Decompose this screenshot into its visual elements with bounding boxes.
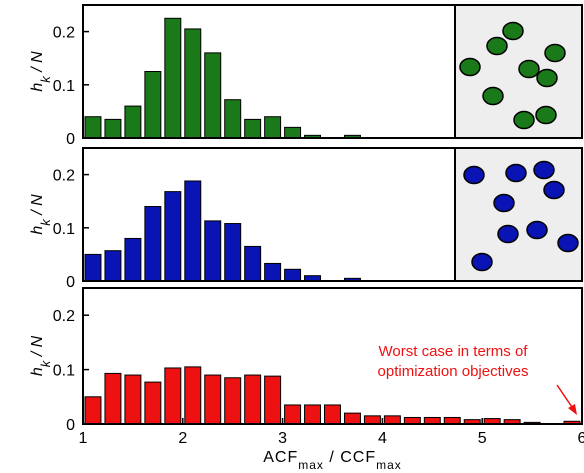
inset-green bbox=[454, 4, 583, 139]
bar bbox=[164, 191, 182, 282]
bar bbox=[84, 396, 102, 425]
inset-blue bbox=[454, 147, 583, 282]
y-axis-label-part: k bbox=[38, 359, 53, 367]
bar bbox=[284, 404, 302, 425]
y-tick-label: 0.2 bbox=[53, 308, 75, 325]
bar bbox=[124, 374, 142, 425]
x-axis-label-part: ACF bbox=[263, 449, 298, 466]
panel-frame bbox=[82, 287, 583, 425]
y-axis-label-part: / N bbox=[29, 194, 46, 219]
y-tick-label: 0.2 bbox=[53, 25, 75, 42]
y-axis-label: hk / N bbox=[29, 51, 53, 92]
bar bbox=[184, 28, 202, 139]
x-tick-label: 4 bbox=[378, 430, 387, 447]
y-axis-label-part: / N bbox=[29, 51, 46, 76]
bar bbox=[84, 116, 102, 139]
bar bbox=[164, 17, 182, 139]
x-tick-label: 2 bbox=[178, 430, 187, 447]
panel-frame bbox=[82, 4, 583, 139]
y-axis-label-part: h bbox=[29, 226, 46, 235]
bar bbox=[224, 223, 242, 282]
bar bbox=[224, 377, 242, 425]
bar bbox=[304, 404, 322, 425]
bar bbox=[184, 366, 202, 425]
x-tick-label: 5 bbox=[478, 430, 487, 447]
y-axis-label-part: h bbox=[29, 83, 46, 92]
x-tick-label: 1 bbox=[79, 430, 88, 447]
annotation-arrow bbox=[556, 384, 575, 411]
x-axis-label-part: / CCF bbox=[324, 449, 376, 466]
y-tick-label: 0.2 bbox=[53, 168, 75, 185]
y-axis-label: hk / N bbox=[29, 335, 53, 376]
bar bbox=[244, 118, 262, 139]
bar bbox=[264, 375, 282, 425]
bar bbox=[324, 404, 341, 425]
y-axis-label-part: / N bbox=[29, 335, 46, 360]
bar bbox=[284, 126, 302, 139]
bar bbox=[124, 105, 142, 139]
bar bbox=[343, 412, 361, 425]
y-axis-label-part: h bbox=[29, 367, 46, 376]
bar bbox=[144, 71, 162, 139]
bar bbox=[104, 372, 122, 425]
bar bbox=[184, 180, 202, 282]
x-axis-label: ACFmax / CCFmax bbox=[263, 449, 402, 472]
y-axis-label-part: k bbox=[38, 75, 53, 83]
bar bbox=[363, 415, 381, 425]
y-axis-label-part: k bbox=[38, 218, 53, 226]
y-tick-label: 0 bbox=[66, 417, 75, 434]
plot-area bbox=[84, 17, 581, 425]
annotation: optimization objectives bbox=[378, 363, 529, 380]
bar bbox=[383, 415, 401, 425]
bar bbox=[204, 52, 222, 139]
bar bbox=[124, 237, 142, 282]
bar bbox=[264, 262, 282, 282]
bar bbox=[144, 381, 162, 425]
x-axis-label-part: max bbox=[298, 458, 324, 472]
y-tick-label: 0.1 bbox=[53, 221, 75, 238]
annotation: Worst case in terms of bbox=[379, 343, 529, 360]
x-tick-label: 3 bbox=[278, 430, 287, 447]
y-tick-label: 0 bbox=[66, 274, 75, 291]
bar bbox=[264, 116, 282, 139]
bar bbox=[104, 250, 122, 282]
x-tick-label: 6 bbox=[578, 430, 584, 447]
bar bbox=[164, 367, 182, 425]
x-axis-label-part: max bbox=[376, 458, 402, 472]
bar bbox=[144, 206, 162, 282]
y-tick-label: 0 bbox=[66, 131, 75, 148]
frames bbox=[82, 4, 583, 425]
panel-frame bbox=[82, 147, 583, 282]
bar bbox=[84, 253, 102, 282]
y-tick-label: 0.1 bbox=[53, 363, 75, 380]
annotation-arrowhead bbox=[568, 404, 577, 415]
bar bbox=[284, 268, 302, 282]
bar bbox=[104, 118, 122, 139]
bar bbox=[244, 374, 262, 425]
bar bbox=[204, 374, 222, 425]
y-tick-label: 0.1 bbox=[53, 78, 75, 95]
bar bbox=[224, 99, 242, 139]
bar bbox=[204, 220, 222, 282]
bar bbox=[244, 245, 262, 282]
y-axis-label: hk / N bbox=[29, 194, 53, 235]
